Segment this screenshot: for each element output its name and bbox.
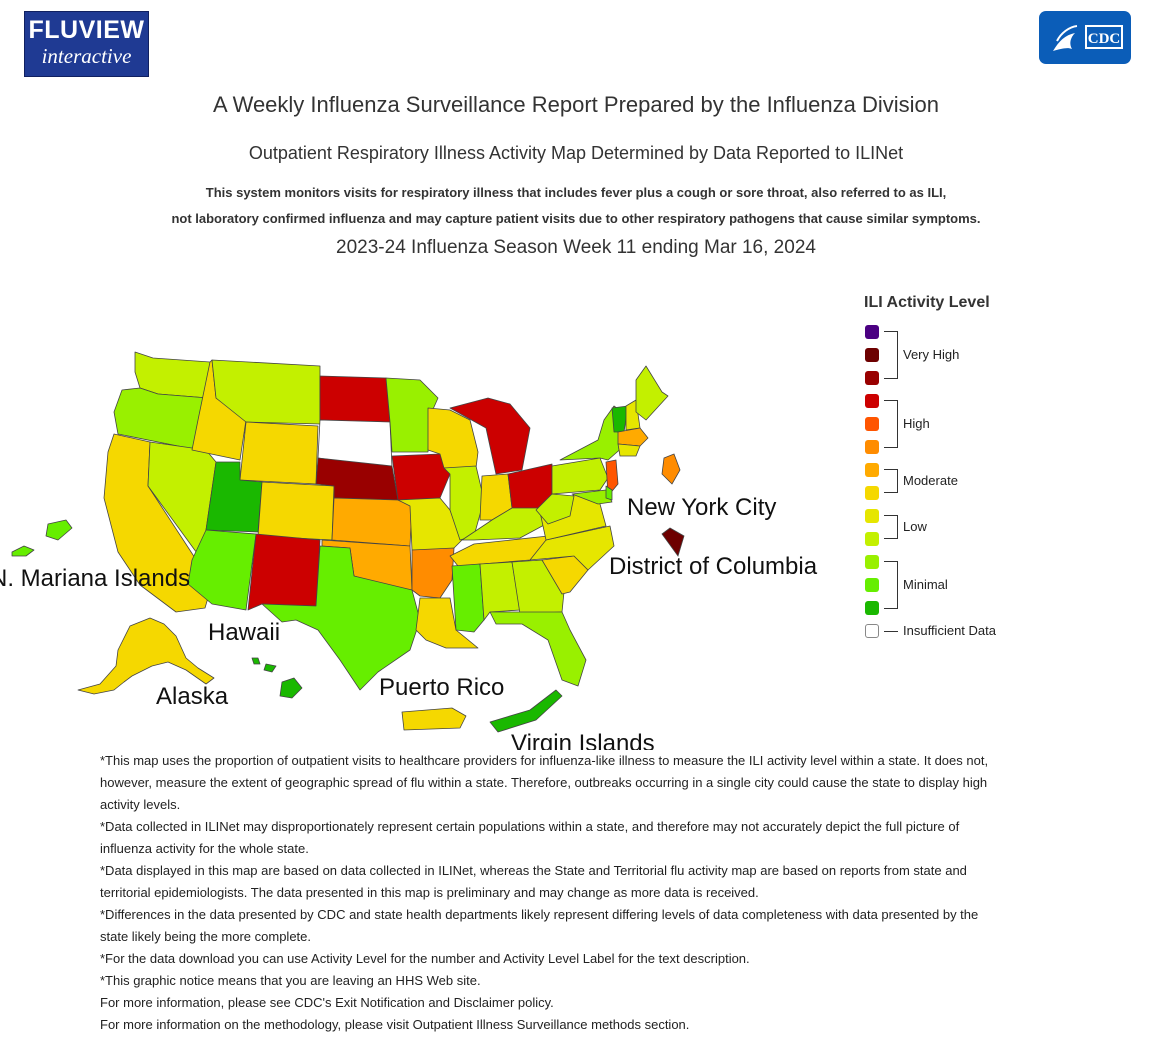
legend-swatch-high-2 <box>865 417 879 431</box>
territory-puerto-rico[interactable] <box>401 707 467 731</box>
legend-swatch-minimal-1 <box>865 601 879 615</box>
label-district-of-columbia: District of Columbia <box>609 553 818 580</box>
legend-swatch-low-2 <box>865 509 879 523</box>
label-virgin-islands: Virgin Islands <box>511 730 655 750</box>
footnote: *This graphic notice means that you are … <box>100 973 481 988</box>
label-alaska: Alaska <box>156 683 229 710</box>
fluview-logo-text: FLUVIEW <box>28 16 145 44</box>
legend-label-low: Low <box>903 519 927 534</box>
footnote: *Data collected in ILINet may disproport… <box>100 819 960 856</box>
footnote-methods-link[interactable]: For more information on the methodology,… <box>100 1017 690 1032</box>
territory-nmariana-2[interactable] <box>11 545 35 557</box>
footnotes: *This map uses the proportion of outpati… <box>100 750 1010 1036</box>
ili-activity-map: New York City District of Columbia N. Ma… <box>0 351 818 750</box>
state-west-virginia[interactable] <box>535 493 575 525</box>
state-massachusetts[interactable] <box>617 427 649 447</box>
state-wyoming[interactable] <box>239 421 319 485</box>
legend-swatch-low-1 <box>865 532 879 546</box>
legend-swatch-very-high-1 <box>865 371 879 385</box>
territory-nmariana-1[interactable] <box>45 519 73 541</box>
state-kansas[interactable] <box>331 497 413 547</box>
state-pennsylvania[interactable] <box>551 457 609 495</box>
legend-bracket-high <box>884 400 898 448</box>
legend-dash-insufficient <box>884 631 898 632</box>
map-subtitle: Outpatient Respiratory Illness Activity … <box>248 143 904 163</box>
territory-virgin-islands[interactable] <box>489 689 563 733</box>
footnote: *For the data download you can use Activ… <box>100 951 750 966</box>
state-iowa[interactable] <box>391 453 451 501</box>
legend-label-moderate: Moderate <box>903 473 958 488</box>
state-hawaii-oahu[interactable] <box>251 657 261 665</box>
state-missouri[interactable] <box>397 497 463 553</box>
legend-bracket-low <box>884 515 898 539</box>
state-delaware[interactable] <box>605 485 613 501</box>
state-mississippi[interactable] <box>451 563 485 633</box>
state-maryland[interactable] <box>571 489 613 505</box>
season-week-label: 2023-24 Influenza Season Week 11 ending … <box>336 237 816 258</box>
report-title: A Weekly Influenza Surveillance Report P… <box>213 92 939 117</box>
state-maine[interactable] <box>635 365 669 421</box>
description-line-1: This system monitors visits for respirat… <box>205 185 947 200</box>
footnote: *Differences in the data presented by CD… <box>100 907 979 944</box>
state-texas[interactable] <box>261 545 421 691</box>
state-new-mexico[interactable] <box>247 533 321 611</box>
legend-label-insufficient: Insufficient Data <box>903 623 996 638</box>
state-montana[interactable] <box>211 359 321 425</box>
label-n-mariana-islands: N. Mariana Islands <box>0 565 190 592</box>
map-description: This system monitors visits for respirat… <box>0 180 1152 232</box>
label-puerto-rico: Puerto Rico <box>379 674 504 701</box>
legend-swatch-high-3 <box>865 394 879 408</box>
legend-label-minimal: Minimal <box>903 577 948 592</box>
state-new-jersey[interactable] <box>605 459 619 497</box>
state-hawaii-big[interactable] <box>279 677 303 699</box>
inset-nyc-marker[interactable] <box>661 453 681 485</box>
legend-swatch-high-1 <box>865 440 879 454</box>
fluview-logo[interactable]: FLUVIEW interactive <box>24 11 149 77</box>
state-arkansas[interactable] <box>411 547 455 599</box>
hhs-eagle-icon <box>1053 33 1075 51</box>
legend-swatch-insufficient <box>865 624 879 638</box>
label-hawaii: Hawaii <box>208 619 280 646</box>
footnote: *This map uses the proportion of outpati… <box>100 753 989 812</box>
legend-swatch-minimal-3 <box>865 555 879 569</box>
state-colorado[interactable] <box>257 481 335 541</box>
legend-title: ILI Activity Level <box>864 294 990 311</box>
cdc-logo[interactable]: CDC <box>1039 11 1131 64</box>
legend-swatch-minimal-2 <box>865 578 879 592</box>
fluview-logo-subtext: interactive <box>41 44 132 68</box>
inset-dc-marker[interactable] <box>661 527 685 557</box>
legend-label-high: High <box>903 416 930 431</box>
state-north-carolina[interactable] <box>529 525 615 571</box>
state-hawaii-maui[interactable] <box>263 663 277 673</box>
legend-swatch-very-high-2 <box>865 348 879 362</box>
state-louisiana[interactable] <box>415 597 479 649</box>
footnote: *Data displayed in this map are based on… <box>100 863 967 900</box>
footnote-exit-notification-link[interactable]: For more information, please see CDC's E… <box>100 995 554 1010</box>
legend-swatch-moderate-1 <box>865 486 879 500</box>
legend-swatch-very-high-3 <box>865 325 879 339</box>
state-florida[interactable] <box>489 611 587 687</box>
description-line-2: not laboratory confirmed influenza and m… <box>171 211 981 226</box>
state-north-dakota[interactable] <box>319 375 391 423</box>
legend-swatch-moderate-2 <box>865 463 879 477</box>
legend-label-very-high: Very High <box>903 347 960 362</box>
state-michigan[interactable] <box>449 397 531 475</box>
legend-bracket-moderate <box>884 469 898 493</box>
state-alabama[interactable] <box>479 561 521 621</box>
state-connecticut-ri[interactable] <box>617 443 641 457</box>
legend-bracket-very-high <box>884 331 898 379</box>
state-alaska[interactable] <box>77 617 215 695</box>
legend-bracket-minimal <box>884 561 898 609</box>
cdc-logo-text: CDC <box>1088 31 1121 47</box>
label-new-york-city: New York City <box>627 494 776 521</box>
